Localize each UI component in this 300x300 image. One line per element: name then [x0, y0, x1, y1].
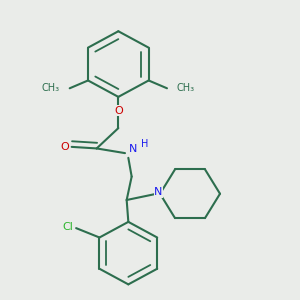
Text: N: N	[154, 187, 163, 197]
Text: O: O	[61, 142, 69, 152]
Text: O: O	[114, 106, 123, 116]
Text: H: H	[141, 140, 148, 149]
Text: N: N	[129, 144, 137, 154]
Text: CH₃: CH₃	[42, 83, 60, 93]
Text: Cl: Cl	[62, 222, 73, 232]
Text: CH₃: CH₃	[177, 83, 195, 93]
